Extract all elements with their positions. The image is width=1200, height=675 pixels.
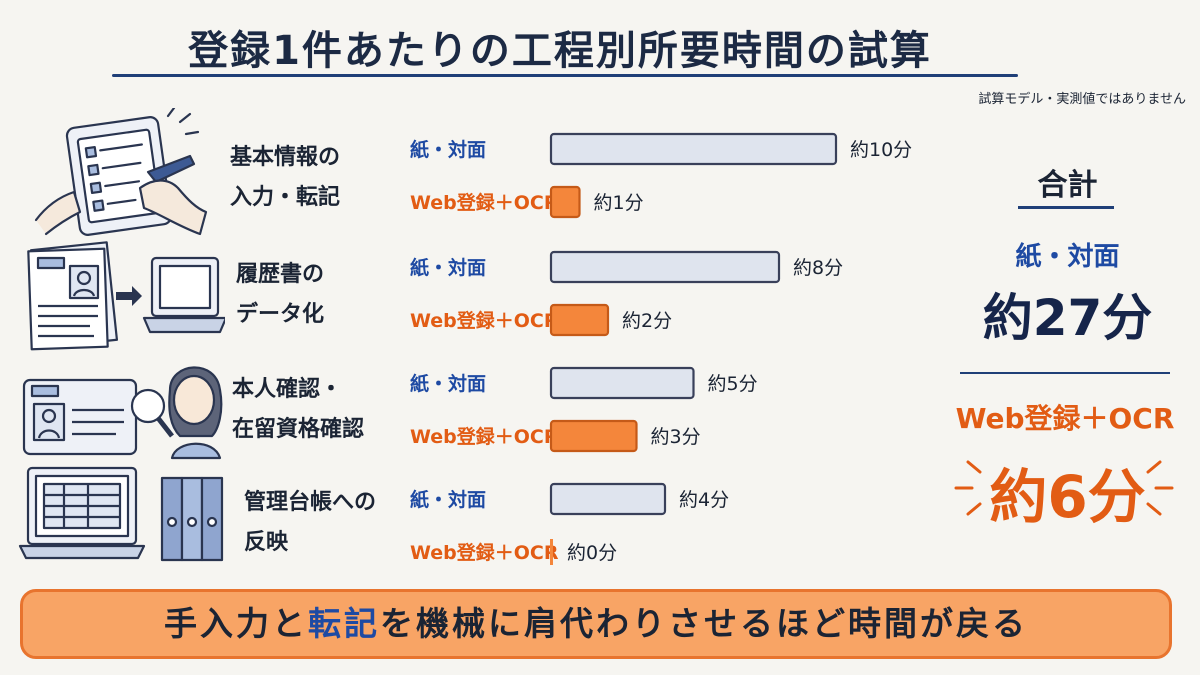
task-label-line: 入力・転記 xyxy=(230,185,341,210)
series-label: 紙・対面 xyxy=(410,256,486,279)
bar xyxy=(549,250,781,284)
totals-paper-value: 約27分 xyxy=(982,289,1153,347)
task-label-line: 本人確認・ xyxy=(232,377,343,402)
bar-zero xyxy=(550,539,553,565)
conclusion-text: 手入力と転記を機械に肩代わりさせるほど時間が戻る xyxy=(23,592,1169,656)
series-label: 紙・対面 xyxy=(410,138,486,161)
bar xyxy=(549,419,638,453)
bar xyxy=(549,366,695,400)
laptop-binders-icon xyxy=(18,466,224,562)
data-label: 約4分 xyxy=(679,489,729,511)
task-label-resume: 履歴書の データ化 xyxy=(236,255,324,335)
conclusion-text-after: を機械に肩代わりさせるほど時間が戻る xyxy=(380,604,1028,643)
data-label: 約1分 xyxy=(594,192,644,214)
data-label: 約3分 xyxy=(651,426,701,448)
task-label-line: 基本情報の xyxy=(230,145,341,170)
task-label-line: 反映 xyxy=(244,530,289,555)
conclusion-text-highlight: 転記 xyxy=(308,604,380,643)
model-note: 試算モデル・実測値ではありません xyxy=(978,92,1186,107)
totals-divider xyxy=(960,372,1170,374)
series-label: Web登録＋OCR xyxy=(410,309,559,332)
data-label: 約5分 xyxy=(708,373,758,395)
data-label: 約8分 xyxy=(793,257,843,279)
task-label-id-check: 本人確認・ 在留資格確認 xyxy=(232,370,364,450)
totals-heading: 合計 xyxy=(1037,168,1098,203)
totals-web-value: 約6分 xyxy=(989,463,1146,531)
data-label: 約10分 xyxy=(850,139,912,161)
task-label-ledger: 管理台帳への 反映 xyxy=(244,483,376,563)
series-label: 紙・対面 xyxy=(410,488,486,511)
tablet-form-icon xyxy=(34,108,208,236)
bar xyxy=(549,303,610,337)
series-label: Web登録＋OCR xyxy=(410,191,559,214)
conclusion-banner: 手入力と転記を機械に肩代わりさせるほど時間が戻る xyxy=(20,589,1172,659)
bar xyxy=(549,185,581,219)
task-label-line: 管理台帳への xyxy=(244,490,377,515)
totals-paper-label: 紙・対面 xyxy=(1015,242,1120,272)
task-label-basic-info: 基本情報の 入力・転記 xyxy=(230,138,340,218)
totals-web-label: Web登録＋OCR xyxy=(955,402,1175,435)
data-label: 約0分 xyxy=(567,542,617,564)
conclusion-text-before: 手入力と xyxy=(164,604,308,643)
series-label: 紙・対面 xyxy=(410,372,486,395)
id-card-magnifier-icon xyxy=(22,366,223,460)
title-underline xyxy=(112,74,1018,77)
bar xyxy=(549,132,838,166)
page-title: 登録1件あたりの工程別所要時間の試算 xyxy=(188,28,932,74)
bar xyxy=(549,482,667,516)
resume-to-laptop-icon xyxy=(27,241,225,351)
totals-heading-underline xyxy=(1018,206,1114,209)
series-label: Web登録＋OCR xyxy=(410,425,559,448)
task-label-line: 在留資格確認 xyxy=(232,417,365,442)
task-label-line: データ化 xyxy=(236,302,325,327)
emphasis-sparkle-icon xyxy=(954,460,1174,516)
series-label: Web登録＋OCR xyxy=(410,541,559,564)
task-label-line: 履歴書の xyxy=(236,262,325,287)
data-label: 約2分 xyxy=(622,310,672,332)
